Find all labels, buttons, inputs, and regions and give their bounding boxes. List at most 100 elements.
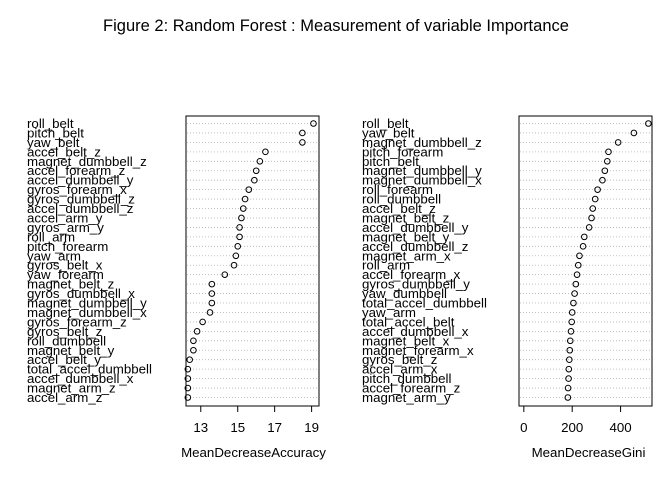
gini-label-magnet_dumbbell_y: magnet_dumbbell_y bbox=[362, 163, 482, 178]
gini-label-accel_dumbbell_y: accel_dumbbell_y bbox=[362, 220, 469, 235]
accuracy-label-gyros_belt_x: gyros_belt_x bbox=[27, 258, 103, 273]
gini-point-accel_forearm_x bbox=[573, 271, 581, 278]
gini-point-accel_belt_z bbox=[589, 205, 597, 212]
gini-label-roll_dumbbell: roll_dumbbell bbox=[362, 192, 441, 207]
gini-point-accel_dumbbell_z bbox=[579, 243, 587, 250]
gini-point-magnet_belt_x bbox=[566, 337, 574, 345]
gini-label-magnet_dumbbell_z: magnet_dumbbell_z bbox=[362, 135, 482, 150]
accuracy-label-gyros_belt_z: gyros_belt_z bbox=[27, 324, 102, 339]
accuracy-label-magnet_belt_z: magnet_belt_z bbox=[27, 277, 114, 292]
accuracy-label-yaw_forearm: yaw_forearm bbox=[27, 267, 104, 282]
gini-label-pitch_belt: pitch_belt bbox=[362, 154, 419, 169]
accuracy-label-magnet_dumbbell_z: magnet_dumbbell_z bbox=[27, 154, 147, 169]
accuracy-point-accel_belt_z bbox=[262, 148, 269, 156]
accuracy-label-gyros_forearm_x: gyros_forearm_x bbox=[27, 182, 127, 197]
gini-point-yaw_dumbbell bbox=[571, 290, 578, 297]
accuracy-x-axis-title: MeanDecreaseAccuracy bbox=[181, 445, 326, 460]
gini-label-yaw_arm: yaw_arm bbox=[362, 305, 416, 320]
accuracy-plot-frame bbox=[185, 115, 320, 407]
gini-point-magnet_belt_y bbox=[580, 233, 588, 241]
gini-point-yaw_arm bbox=[568, 309, 576, 316]
gini-point-yaw_belt bbox=[630, 129, 638, 137]
gini-tick-label-200: 200 bbox=[561, 420, 583, 435]
gini-point-roll_dumbbell bbox=[591, 195, 599, 203]
gini-label-gyros_dumbbell_y: gyros_dumbbell_y bbox=[362, 277, 470, 292]
gini-label-magnet_belt_z: magnet_belt_z bbox=[362, 210, 449, 225]
accuracy-point-gyros_arm_y bbox=[236, 224, 243, 231]
accuracy-label-roll_belt: roll_belt bbox=[27, 116, 74, 131]
accuracy-label-magnet_dumbbell_x: magnet_dumbbell_x bbox=[27, 305, 147, 320]
gini-point-roll_forearm bbox=[594, 186, 601, 193]
accuracy-point-roll_belt bbox=[310, 120, 317, 127]
accuracy-tick-label-15: 15 bbox=[230, 420, 245, 435]
accuracy-point-accel_arm_y bbox=[238, 214, 245, 222]
accuracy-label-roll_dumbbell: roll_dumbbell bbox=[27, 333, 106, 348]
accuracy-label-accel_arm_z: accel_arm_z bbox=[27, 390, 102, 405]
gini-point-roll_belt bbox=[645, 120, 652, 127]
accuracy-label-accel_dumbbell_z: accel_dumbbell_z bbox=[27, 201, 133, 216]
accuracy-point-magnet_dumbbell_z bbox=[256, 157, 264, 165]
gini-label-accel_dumbbell_x: accel_dumbbell_x bbox=[362, 324, 469, 339]
gini-label-accel_forearm_x: accel_forearm_x bbox=[362, 267, 461, 282]
accuracy-label-pitch_forearm: pitch_forearm bbox=[27, 239, 108, 254]
gini-point-gyros_belt_z bbox=[565, 356, 573, 364]
gini-label-accel_forearm_z: accel_forearm_z bbox=[362, 381, 460, 396]
accuracy-point-accel_belt_y bbox=[186, 356, 193, 364]
accuracy-label-total_accel_dumbbell: total_accel_dumbbell bbox=[27, 362, 152, 377]
accuracy-point-accel_dumbbell_z bbox=[239, 205, 247, 212]
accuracy-point-yaw_arm bbox=[232, 252, 240, 260]
accuracy-point-magnet_dumbbell_y bbox=[208, 299, 216, 307]
accuracy-label-magnet_dumbbell_y: magnet_dumbbell_y bbox=[27, 296, 147, 311]
gini-point-pitch_forearm bbox=[605, 148, 612, 156]
accuracy-point-magnet_arm_z bbox=[184, 384, 192, 392]
gini-point-magnet_forearm_x bbox=[566, 346, 574, 354]
gini-point-total_accel_belt bbox=[568, 318, 576, 326]
gini-label-magnet_forearm_x: magnet_forearm_x bbox=[362, 343, 474, 358]
gini-plot-frame bbox=[518, 115, 653, 407]
accuracy-point-total_accel_dumbbell bbox=[184, 365, 192, 373]
accuracy-point-magnet_belt_y bbox=[190, 346, 197, 354]
accuracy-point-pitch_belt bbox=[299, 129, 306, 137]
gini-point-total_accel_dumbbell bbox=[570, 299, 577, 307]
gini-point-accel_dumbbell_y bbox=[585, 224, 593, 231]
gini-label-accel_dumbbell_z: accel_dumbbell_z bbox=[362, 239, 468, 254]
gini-label-magnet_dumbbell_x: magnet_dumbbell_x bbox=[362, 173, 482, 188]
accuracy-point-roll_arm bbox=[236, 233, 243, 241]
accuracy-point-gyros_belt_x bbox=[230, 261, 238, 269]
accuracy-label-accel_belt_z: accel_belt_z bbox=[27, 144, 101, 159]
gini-point-roll_arm bbox=[574, 261, 582, 269]
figure-title: Figure 2: Random Forest : Measurement of… bbox=[103, 17, 569, 35]
accuracy-label-accel_arm_y: accel_arm_y bbox=[27, 210, 103, 225]
accuracy-point-gyros_forearm_x bbox=[245, 186, 253, 193]
gini-point-gyros_dumbbell_y bbox=[572, 280, 580, 288]
accuracy-point-magnet_dumbbell_x bbox=[206, 309, 214, 316]
gini-point-pitch_belt bbox=[603, 157, 611, 165]
accuracy-point-gyros_forearm_z bbox=[199, 318, 206, 326]
accuracy-point-pitch_forearm bbox=[234, 243, 242, 250]
accuracy-label-gyros_dumbbell_x: gyros_dumbbell_x bbox=[27, 286, 135, 301]
gini-point-magnet_arm_y bbox=[564, 394, 572, 401]
gini-label-accel_arm_x: accel_arm_x bbox=[362, 362, 438, 377]
accuracy-label-accel_dumbbell_x: accel_dumbbell_x bbox=[27, 371, 134, 386]
gini-label-pitch_dumbbell: pitch_dumbbell bbox=[362, 371, 451, 386]
accuracy-label-yaw_arm: yaw_arm bbox=[27, 248, 81, 263]
gini-point-pitch_dumbbell bbox=[565, 375, 572, 382]
gini-label-accel_belt_z: accel_belt_z bbox=[362, 201, 436, 216]
gini-label-total_accel_dumbbell: total_accel_dumbbell bbox=[362, 296, 487, 311]
accuracy-point-gyros_dumbbell_z bbox=[241, 195, 249, 203]
accuracy-point-gyros_belt_z bbox=[193, 328, 201, 335]
accuracy-label-gyros_forearm_z: gyros_forearm_z bbox=[27, 314, 127, 329]
accuracy-tick-label-17: 17 bbox=[267, 420, 282, 435]
accuracy-point-yaw_forearm bbox=[221, 271, 229, 278]
gini-label-total_accel_belt: total_accel_belt bbox=[362, 314, 455, 329]
accuracy-label-accel_forearm_z: accel_forearm_z bbox=[27, 163, 125, 178]
accuracy-point-yaw_belt bbox=[299, 139, 306, 146]
accuracy-label-accel_belt_y: accel_belt_y bbox=[27, 352, 101, 367]
accuracy-point-accel_arm_z bbox=[184, 394, 192, 401]
gini-label-magnet_belt_y: magnet_belt_y bbox=[362, 229, 450, 244]
accuracy-label-pitch_belt: pitch_belt bbox=[27, 125, 84, 140]
accuracy-label-gyros_arm_y: gyros_arm_y bbox=[27, 220, 104, 235]
accuracy-label-roll_arm: roll_arm bbox=[27, 229, 75, 244]
accuracy-point-magnet_belt_z bbox=[208, 280, 216, 288]
